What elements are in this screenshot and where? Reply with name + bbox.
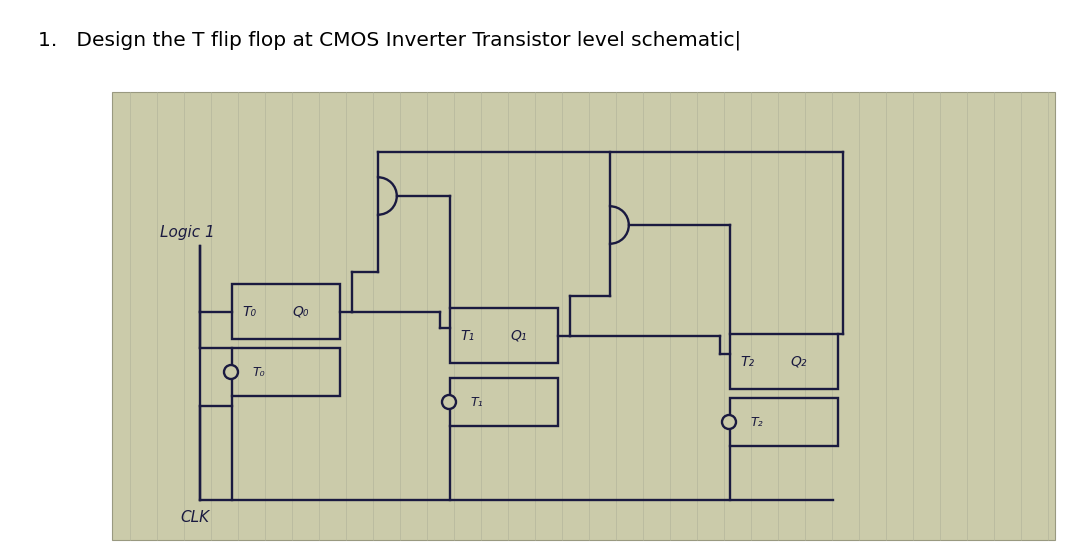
Text: Logic 1: Logic 1 <box>160 225 215 240</box>
Text: T₂: T₂ <box>750 416 763 428</box>
Text: T₀: T₀ <box>252 366 264 379</box>
Text: Q₁: Q₁ <box>510 329 527 342</box>
Bar <box>232 348 340 396</box>
Text: 1.   Design the T flip flop at CMOS Inverter Transistor level schematic|: 1. Design the T flip flop at CMOS Invert… <box>38 30 741 49</box>
Text: T₂: T₂ <box>740 355 754 369</box>
Text: T₁: T₁ <box>470 396 482 408</box>
Text: Q₂: Q₂ <box>790 355 806 369</box>
Text: T₁: T₁ <box>460 329 474 342</box>
Text: CLK: CLK <box>180 511 209 526</box>
Bar <box>112 92 1055 540</box>
Bar <box>232 284 340 339</box>
Bar <box>450 308 558 363</box>
Bar <box>730 398 838 446</box>
Bar <box>450 378 558 426</box>
Circle shape <box>722 415 736 429</box>
Circle shape <box>224 365 238 379</box>
Text: T₀: T₀ <box>242 305 256 319</box>
Bar <box>730 334 838 389</box>
Text: Q₀: Q₀ <box>292 305 309 319</box>
Circle shape <box>442 395 456 409</box>
